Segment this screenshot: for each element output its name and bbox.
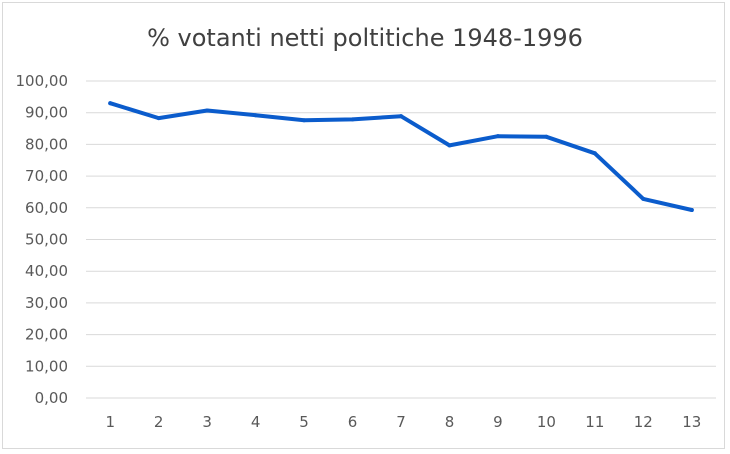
data-point — [641, 196, 646, 201]
x-tick-label: 13 — [682, 413, 701, 431]
x-tick-label: 2 — [154, 413, 164, 431]
data-point — [592, 151, 597, 156]
y-tick-label: 70,00 — [25, 167, 68, 185]
data-point — [495, 134, 500, 139]
x-tick-label: 9 — [493, 413, 503, 431]
x-tick-label: 3 — [202, 413, 212, 431]
data-point — [205, 108, 210, 113]
x-tick-label: 4 — [251, 413, 261, 431]
y-tick-label: 0,00 — [35, 389, 68, 407]
data-point — [544, 134, 549, 139]
data-point — [399, 114, 403, 119]
gridlines — [86, 80, 716, 399]
data-point — [253, 113, 258, 118]
x-tick-label: 8 — [445, 413, 455, 431]
y-tick-label: 10,00 — [25, 357, 68, 375]
x-tick-label: 5 — [299, 413, 309, 431]
series-group — [108, 101, 694, 213]
x-axis-ticks: 1 2 3 4 5 6 7 8 9 10 11 12 13 — [105, 413, 701, 431]
x-tick-label: 10 — [537, 413, 556, 431]
data-point — [689, 208, 694, 213]
y-tick-label: 60,00 — [25, 199, 68, 217]
y-tick-label: 90,00 — [25, 104, 68, 122]
y-tick-label: 40,00 — [25, 262, 68, 280]
data-point — [108, 101, 113, 106]
x-tick-label: 11 — [585, 413, 604, 431]
y-tick-label: 80,00 — [25, 135, 68, 153]
x-tick-label: 12 — [634, 413, 653, 431]
data-point — [156, 116, 161, 121]
y-tick-label: 100,00 — [16, 72, 69, 90]
y-tick-label: 50,00 — [25, 231, 68, 249]
x-tick-label: 1 — [105, 413, 115, 431]
x-tick-label: 7 — [396, 413, 406, 431]
chart-frame — [2, 2, 725, 449]
series-line — [108, 101, 694, 212]
x-tick-label: 6 — [348, 413, 358, 431]
data-point — [350, 117, 355, 122]
y-axis-ticks: 0,00 10,00 20,00 30,00 40,00 50,00 60,00 70,00 8… — [16, 72, 69, 407]
y-tick-label: 20,00 — [25, 326, 68, 344]
data-point — [302, 118, 307, 123]
chart-title: % votanti netti poltitiche 1948-1996 — [147, 24, 583, 52]
data-point — [447, 143, 452, 148]
y-tick-label: 30,00 — [25, 294, 68, 312]
